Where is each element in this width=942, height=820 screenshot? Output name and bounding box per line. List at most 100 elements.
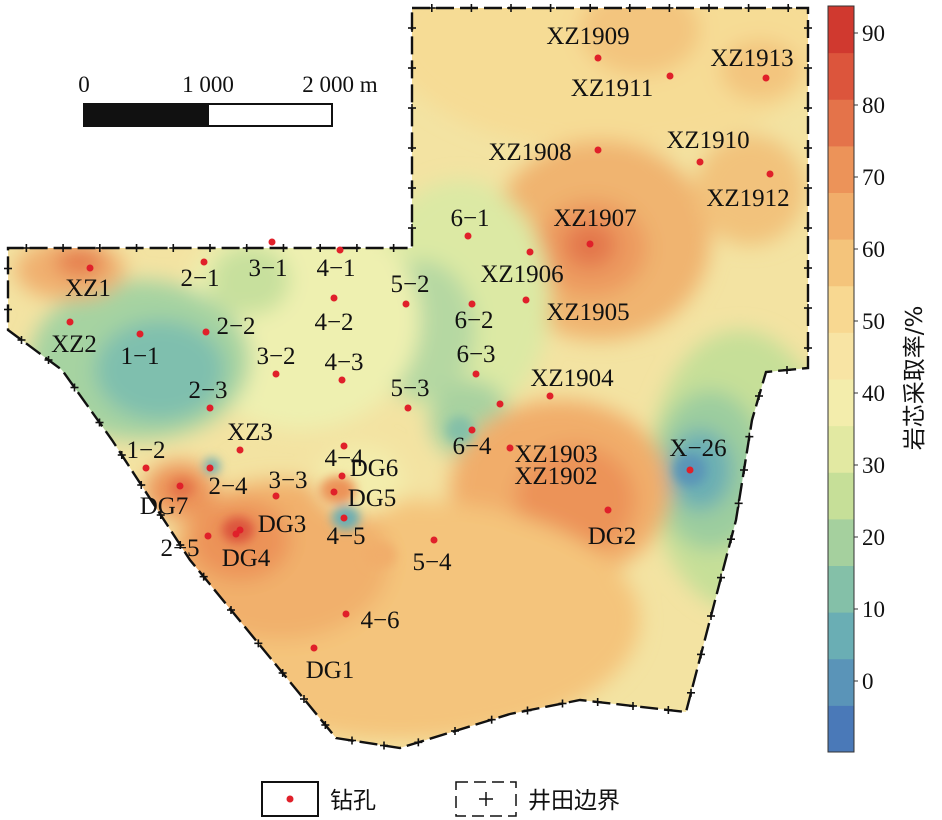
- borehole-XZ1905: XZ1905: [522, 296, 630, 326]
- borehole-DG3: DG3: [236, 511, 306, 538]
- borehole-DG7: DG7: [140, 482, 189, 520]
- colorbar-tick-label: 90: [862, 21, 885, 46]
- borehole-DG6: DG6: [338, 455, 398, 482]
- borehole-label: 2−2: [216, 313, 255, 340]
- borehole-dot: [402, 300, 410, 308]
- borehole-2-1: 2−1: [180, 258, 220, 292]
- borehole-XZ3: XZ3: [227, 419, 273, 454]
- borehole-label: 2−1: [180, 265, 219, 292]
- borehole-dot: [236, 446, 244, 454]
- borehole-dot: [176, 482, 184, 490]
- colorbar-cell: [828, 332, 854, 380]
- borehole-dot: [272, 492, 280, 500]
- borehole-dot: [330, 488, 338, 496]
- legend-boundary-label: 井田边界: [528, 788, 620, 814]
- borehole-dot: [594, 54, 602, 62]
- borehole-label: X−26: [669, 435, 726, 462]
- borehole-2-5: 2−5: [160, 532, 212, 562]
- colorbar-cell: [828, 518, 854, 566]
- borehole-label: 5−3: [390, 375, 429, 402]
- borehole-dot: [594, 146, 602, 154]
- borehole-dot: [200, 258, 208, 266]
- borehole-label: XZ1906: [480, 261, 563, 288]
- borehole-label: XZ1904: [530, 365, 614, 392]
- borehole-dot: [686, 466, 694, 474]
- colorbar-cell: [828, 425, 854, 473]
- borehole-dot: [526, 248, 534, 256]
- borehole-label: DG1: [306, 657, 355, 684]
- legend-borehole-label: 钻孔: [330, 788, 376, 814]
- borehole-XZ1913: XZ1913: [710, 45, 794, 82]
- colorbar-cell: [828, 658, 854, 706]
- borehole-XZ1909: XZ1909: [546, 23, 630, 62]
- scale-bar-black-segment: [84, 104, 208, 126]
- borehole-label: XZ3: [227, 419, 273, 446]
- borehole-XZ2: XZ2: [51, 318, 97, 358]
- borehole-label: DG7: [140, 493, 189, 520]
- borehole-dot: [496, 400, 504, 408]
- borehole-4-5: 4−5: [326, 514, 366, 550]
- borehole-label: XZ1905: [546, 299, 629, 326]
- colorbar-cell: [828, 52, 854, 100]
- borehole-5-2: 5−2: [390, 271, 430, 308]
- colorbar-ticks: 0 10 20 30 40 50 60 70 80 90: [854, 21, 885, 694]
- colorbar-tick-label: 0: [862, 669, 874, 694]
- colorbar-tick-label: 60: [862, 237, 885, 262]
- scale-label-0: 0: [78, 72, 90, 97]
- borehole-label: XZ1902: [514, 463, 597, 490]
- colorbar-cell: [828, 705, 854, 753]
- borehole-1-1: 1−1: [120, 330, 160, 370]
- borehole-label: XZ1912: [706, 185, 789, 212]
- colorbar-tick-label: 30: [862, 453, 885, 478]
- colorbar-cell: [828, 145, 854, 193]
- borehole-2-4: 2−4: [206, 464, 248, 500]
- borehole-layer: XZ1909 XZ1913 XZ1911 XZ1908 XZ1910 XZ191…: [51, 23, 794, 684]
- borehole-dot: [204, 532, 212, 540]
- legend-borehole-dot: [286, 795, 294, 803]
- borehole-XZ1912: XZ1912: [706, 170, 790, 212]
- borehole-dot: [206, 404, 214, 412]
- borehole-label: XZ1913: [710, 45, 793, 72]
- legend: 钻孔 井田边界: [261, 781, 620, 817]
- borehole-dot: [202, 328, 210, 336]
- borehole-dot: [404, 404, 412, 412]
- borehole-4-2: 4−2: [314, 294, 354, 336]
- borehole-DG1: DG1: [306, 644, 355, 684]
- borehole-dot: [506, 444, 514, 452]
- borehole-XZ1: XZ1: [65, 264, 111, 302]
- borehole-3-3: 3−3: [268, 467, 308, 500]
- borehole-label: 6−3: [456, 341, 495, 368]
- borehole-label: 4−2: [314, 309, 353, 336]
- borehole-label: XZ2: [51, 331, 97, 358]
- scale-label-1000: 1 000: [182, 72, 234, 97]
- borehole-label: XZ1: [65, 275, 111, 302]
- borehole-label: XZ1910: [666, 127, 749, 154]
- borehole-1-2: 1−2: [126, 437, 166, 472]
- borehole-dot: [340, 442, 348, 450]
- borehole-2-3: 2−3: [188, 377, 228, 412]
- borehole-5-3: 5−3: [390, 375, 430, 412]
- colorbar-cell: [828, 472, 854, 520]
- borehole-label: 2−4: [208, 473, 248, 500]
- borehole-label: XZ1907: [553, 205, 636, 232]
- borehole-dot: [142, 464, 150, 472]
- borehole-dot: [468, 300, 476, 308]
- borehole-label: 2−5: [160, 535, 199, 562]
- scale-label-2000: 2 000 m: [302, 72, 378, 97]
- borehole-label: 6−2: [454, 307, 493, 334]
- borehole-dot: [546, 392, 554, 400]
- well-field-boundary: [6, 6, 810, 750]
- colorbar-cell: [828, 565, 854, 613]
- borehole-label: XZ1908: [488, 139, 571, 166]
- borehole-XZ1910: XZ1910: [666, 127, 750, 166]
- scale-bar-white-segment: [207, 103, 333, 127]
- borehole-6-4: 6−4: [452, 426, 492, 460]
- borehole-dot: [206, 464, 214, 472]
- borehole-2-2: 2−2: [202, 313, 256, 340]
- colorbar-tick-label: 10: [862, 597, 885, 622]
- borehole-dot: [232, 530, 240, 538]
- boundary-tick-marks: [4, 4, 812, 750]
- colorbar-frame: [827, 5, 855, 753]
- borehole-label: XZ1909: [546, 23, 629, 50]
